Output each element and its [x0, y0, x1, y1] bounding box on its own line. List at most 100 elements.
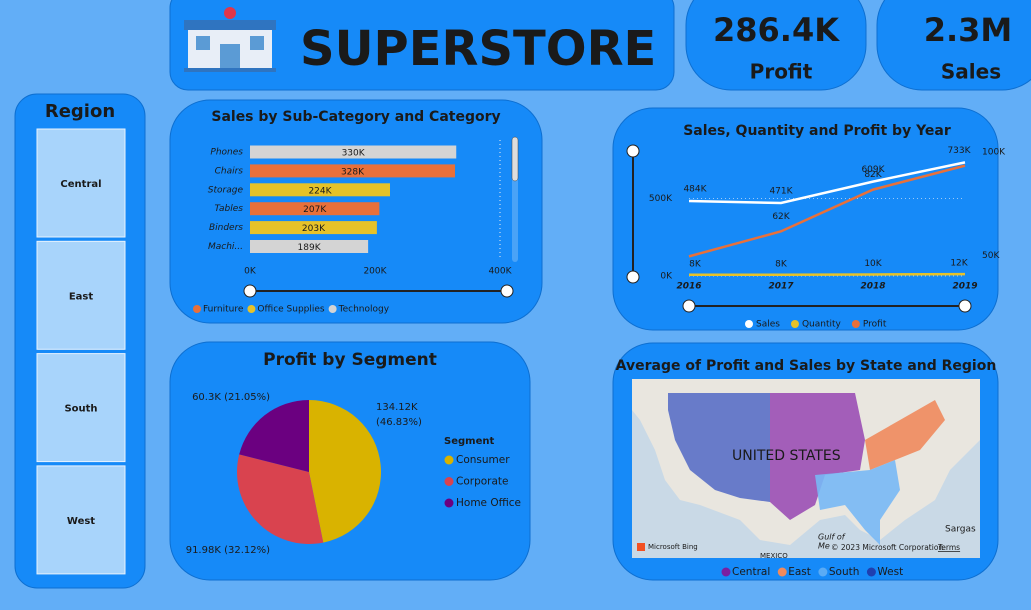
data-label: 134.12K (46.83%) [376, 402, 422, 428]
legend-marker [866, 567, 876, 577]
data-label: 8K [775, 259, 788, 269]
x-tick-label: 2018 [860, 282, 885, 292]
chart-title: Sales, Quantity and Profit by Year [683, 123, 951, 139]
x-tick-label: 2019 [952, 282, 977, 292]
data-label: 82K [864, 170, 882, 180]
legend-label: Profit [863, 320, 887, 330]
data-label: 484K [683, 184, 707, 194]
chart-title: Average of Profit and Sales by State and… [616, 358, 997, 374]
legend-label: Central [732, 566, 770, 578]
bar [250, 221, 377, 235]
data-label: 330K [342, 149, 366, 159]
slicer-item-label: South [64, 404, 97, 415]
slicer-item[interactable] [36, 240, 126, 350]
map-label: MEXICO [760, 552, 788, 560]
y-tick-label: Binders [209, 223, 243, 233]
data-label: 62K [772, 212, 790, 222]
y-tick-label: 0K [660, 272, 673, 282]
charts: Sales by Sub-Category and Category 0K 200K… [186, 109, 1006, 578]
legend-marker [777, 567, 787, 577]
slider-handle[interactable] [500, 284, 514, 298]
pie-slice [236, 454, 324, 544]
slider-handle[interactable] [243, 284, 257, 298]
chart-title: Sales by Sub-Category and Category [211, 109, 500, 125]
map[interactable] [632, 379, 980, 558]
legend-label: South [829, 566, 860, 578]
y-tick-label: Machi... [208, 242, 243, 252]
slicer-item-label: East [69, 291, 94, 302]
legend-label: East [788, 566, 811, 578]
y-tick-label: Chairs [215, 166, 244, 176]
y-tick-label: Phones [210, 148, 243, 158]
slider-handle[interactable] [626, 270, 640, 284]
chart-title: Profit by Segment [263, 350, 437, 370]
data-label-part: (46.83%) [376, 417, 422, 428]
legend-label: Office Supplies [257, 305, 325, 315]
pie-slice [309, 400, 381, 543]
legend-label: Technology [338, 305, 390, 315]
y2-tick-label: 100K [982, 148, 1006, 158]
data-label: 224K [308, 186, 332, 196]
bing-logo [637, 543, 645, 551]
legend-marker [247, 305, 256, 313]
dashboard-title: SUPERSTORE [300, 21, 656, 77]
legend-label: Home Office [456, 497, 521, 509]
map-label[interactable]: Terms [937, 543, 960, 552]
bar [250, 240, 369, 253]
map-label: Me [818, 542, 830, 551]
data-label: 609K [861, 165, 885, 175]
map-label: UNITED STATES [732, 448, 841, 464]
scrollbar-thumb[interactable] [511, 136, 519, 182]
slicer-item[interactable] [36, 353, 126, 463]
store-icon [184, 7, 276, 72]
slicer-item[interactable] [36, 128, 126, 238]
bar [250, 183, 390, 197]
legend-label: Consumer [456, 454, 510, 466]
kpi-label: Profit [750, 60, 813, 84]
legend-marker [444, 455, 454, 465]
legend-label: Sales [756, 320, 780, 330]
slider-handle[interactable] [626, 144, 640, 158]
slider-handle[interactable] [682, 299, 696, 313]
y-tick-label: Tables [214, 204, 243, 214]
header-panel [169, 0, 675, 91]
legend-label: West [877, 566, 903, 578]
legend-marker [745, 320, 753, 328]
legend-marker [851, 320, 860, 328]
slicer-items: Central East South West [36, 128, 126, 575]
data-label: 189K [298, 243, 322, 253]
legend-marker [444, 498, 454, 508]
kpi-label: Sales [941, 60, 1001, 84]
data-label: 60.3K (21.05%) [192, 392, 270, 403]
bar [250, 164, 455, 178]
x-tick-label: 2016 [676, 282, 701, 292]
data-label-part: 134.12K [376, 402, 418, 413]
legend-marker [328, 305, 337, 313]
y2-tick-label: 50K [982, 251, 1000, 261]
slicer-title: Region [45, 101, 115, 122]
slicer-item[interactable] [36, 465, 126, 575]
map-label: © 2023 Microsoft Corporation [831, 543, 943, 552]
slicer-item-label: West [67, 516, 95, 527]
data-label: 91.98K (32.12%) [186, 545, 270, 556]
x-tick-label: 2017 [768, 282, 794, 292]
legend-marker [721, 567, 731, 577]
slider-handle[interactable] [958, 299, 972, 313]
legend-title: Segment [444, 436, 494, 447]
bar [250, 202, 380, 216]
legend-label: Corporate [456, 476, 509, 488]
legend-marker [790, 320, 799, 328]
map-label: Microsoft Bing [648, 543, 698, 551]
data-label: 207K [303, 205, 327, 215]
y-tick-label: Storage [208, 185, 244, 195]
kpi-value: 2.3M [924, 11, 1013, 49]
x-tick-label: 400K [488, 267, 512, 277]
y-tick-label: 500K [649, 194, 673, 204]
kpi-card [876, 0, 1031, 91]
data-label: 733K [947, 146, 971, 156]
legend-label: Quantity [802, 320, 842, 330]
data-label: 10K [864, 259, 882, 269]
line-series [688, 164, 966, 258]
slicer-item-label: Central [60, 179, 101, 190]
